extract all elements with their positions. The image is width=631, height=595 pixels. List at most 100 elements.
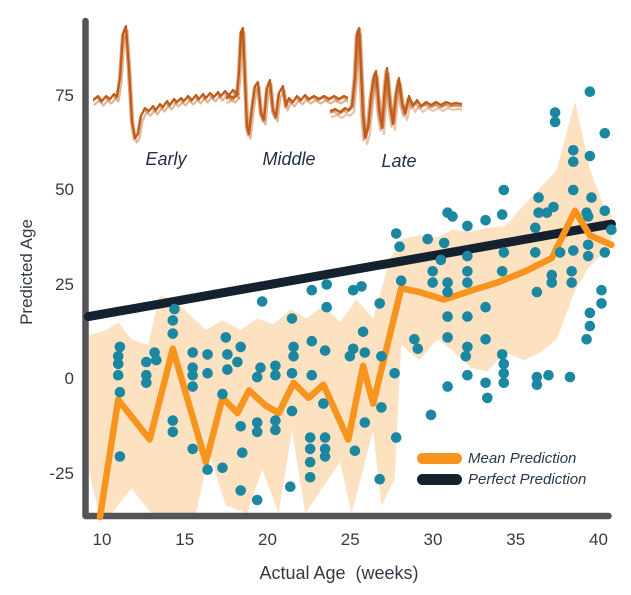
scatter-point — [480, 214, 491, 226]
scatter-point — [251, 494, 263, 506]
scatter-point — [235, 421, 246, 432]
scatter-point — [549, 116, 561, 128]
scatter-point — [251, 426, 263, 438]
x-axis-title: Actual Age (weeks) — [259, 563, 419, 583]
scatter-point — [568, 184, 579, 196]
x-tick-label: 40 — [589, 530, 608, 549]
scatter-point — [480, 377, 491, 389]
scatter-point — [462, 311, 473, 322]
legend-label-perfect: Perfect Prediction — [468, 471, 587, 488]
scatter-points — [112, 86, 617, 506]
scatter-point — [349, 445, 361, 457]
scatter-point — [480, 334, 491, 345]
scatter-point — [390, 432, 402, 443]
ecg-waveform-late — [330, 26, 462, 146]
scatter-point — [596, 298, 607, 309]
scatter-point — [496, 209, 508, 220]
scatter-point — [584, 307, 596, 319]
scatter-point — [304, 443, 316, 455]
scatter-point — [599, 128, 611, 139]
scatter-point — [496, 349, 508, 360]
scatter-point — [586, 192, 597, 203]
inset-label-early: Early — [145, 149, 187, 169]
scatter-point — [286, 313, 298, 324]
scatter-point — [496, 266, 508, 277]
scatter-point — [599, 205, 611, 217]
scatter-point — [409, 334, 420, 345]
scatter-point — [235, 485, 246, 496]
scatter-point — [442, 286, 453, 298]
scatter-point — [359, 347, 371, 358]
scatter-point — [374, 473, 386, 485]
scatter-point — [395, 275, 407, 287]
y-tick-label: 50 — [55, 180, 74, 199]
scatter-point — [462, 369, 473, 381]
scatter-point — [304, 432, 316, 443]
scatter-point — [554, 247, 566, 258]
scatter-point — [460, 351, 472, 362]
scatter-point — [599, 247, 611, 258]
scatter-point — [270, 415, 281, 426]
scatter-point — [438, 237, 450, 249]
scatter-point — [596, 284, 607, 296]
scatter-point — [347, 343, 359, 355]
scatter-point — [530, 222, 541, 234]
scatter-point — [442, 332, 453, 343]
scatter-point — [222, 364, 233, 375]
ecg-inset-late — [330, 26, 462, 146]
mean-prediction-swatch — [417, 453, 462, 464]
scatter-point — [288, 341, 299, 353]
scatter-point — [447, 211, 458, 222]
scatter-point — [427, 266, 439, 277]
scatter-point — [222, 349, 233, 360]
scatter-point — [412, 343, 424, 355]
y-tick-label: 75 — [55, 85, 74, 105]
scatter-point — [359, 417, 371, 428]
scatter-point — [462, 220, 473, 232]
scatter-point — [546, 269, 558, 281]
scatter-point — [356, 281, 367, 292]
x-tick-label: 20 — [258, 530, 277, 549]
scatter-point — [564, 371, 576, 383]
scatter-point — [582, 239, 594, 251]
scatter-point — [141, 356, 152, 368]
scatter-point — [237, 447, 248, 459]
x-tick-label: 10 — [92, 530, 112, 549]
x-tick-label: 15 — [175, 530, 195, 549]
scatter-point — [584, 86, 596, 97]
scatter-point — [543, 369, 554, 381]
scatter-point — [304, 472, 316, 483]
scatter-point — [374, 298, 386, 309]
y-tick-label: 0 — [64, 369, 74, 388]
scatter-point — [255, 362, 266, 374]
scatter-point — [167, 315, 179, 326]
ecg-waveform-middle — [226, 26, 348, 140]
scatter-point — [220, 332, 232, 343]
scatter-point — [498, 377, 510, 389]
scatter-point — [546, 277, 558, 288]
scatter-point — [251, 371, 263, 383]
scatter-point — [347, 284, 359, 296]
scatter-point — [306, 335, 318, 347]
scatter-point — [167, 426, 179, 438]
scatter-point — [533, 207, 544, 218]
scatter-point — [498, 368, 510, 379]
scatter-point — [531, 286, 543, 298]
scatter-point — [442, 311, 453, 322]
scatter-point — [498, 358, 510, 370]
inset-label-late: Late — [381, 151, 417, 171]
legend-label-mean: Mean Prediction — [468, 450, 577, 467]
scatter-point — [498, 247, 510, 258]
scatter-point — [141, 377, 152, 389]
scatter-point — [568, 156, 579, 167]
scatter-point — [480, 301, 491, 313]
scatter-point — [217, 388, 228, 400]
scatter-point — [112, 351, 124, 362]
legend-row-perfect: Perfect Prediction — [417, 469, 617, 490]
scatter-point — [319, 432, 331, 443]
scatter-point — [304, 456, 316, 468]
scatter-point — [606, 224, 617, 235]
legend: Mean Prediction Perfect Prediction — [417, 448, 617, 490]
scatter-point — [394, 241, 405, 252]
scatter-point — [285, 481, 296, 493]
